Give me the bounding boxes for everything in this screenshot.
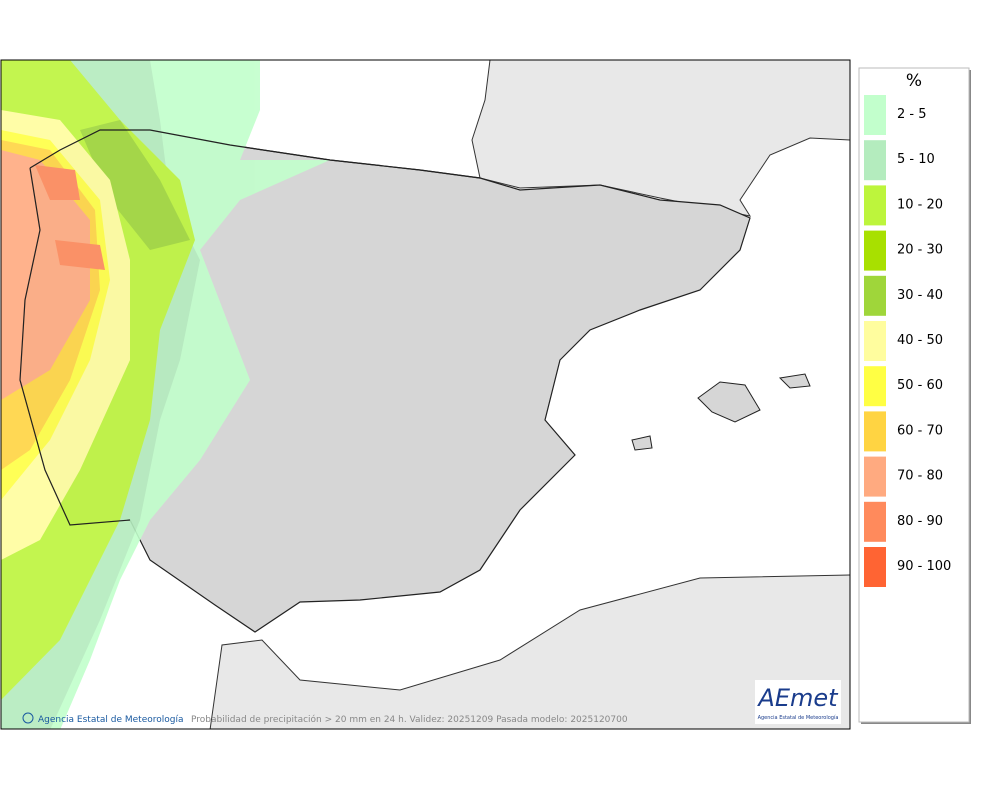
legend-swatch [864,95,886,135]
legend-swatch [864,185,886,226]
legend-label: 50 - 60 [897,378,943,393]
copyright-icon [22,712,34,724]
legend-swatch [864,456,886,497]
logo-box [755,680,841,724]
legend-label: 80 - 90 [897,514,943,529]
logo-subtitle: Agencia Estatal de Meteorología [758,714,839,721]
legend-label: 40 - 50 [897,333,943,348]
legend-label: 20 - 30 [897,243,943,258]
legend-label: 5 - 10 [897,152,935,167]
legend-swatch [864,366,886,407]
legend-label: 30 - 40 [897,288,943,303]
legend-swatch [864,547,886,587]
legend-swatch [864,321,886,361]
legend-swatch [864,140,886,181]
legend-label: 70 - 80 [897,469,943,484]
map-frame [0,59,851,730]
caption: Probabilidad de precipitación > 20 mm en… [191,714,628,725]
legend-label: 10 - 20 [897,197,943,212]
legend-swatch [864,501,886,542]
legend-swatch [864,275,886,316]
logo: AEmet [756,684,839,712]
credit: Agencia Estatal de Meteorología [38,715,184,725]
legend-label: 2 - 5 [897,107,927,122]
africa [209,574,850,729]
legend-swatch [864,411,886,452]
legend-swatch [864,230,886,271]
balearic-islands [631,373,811,451]
legend-label: 90 - 100 [897,559,951,574]
legend-title: % [906,71,922,91]
legend-label: 60 - 70 [897,423,943,438]
map [1,60,850,729]
